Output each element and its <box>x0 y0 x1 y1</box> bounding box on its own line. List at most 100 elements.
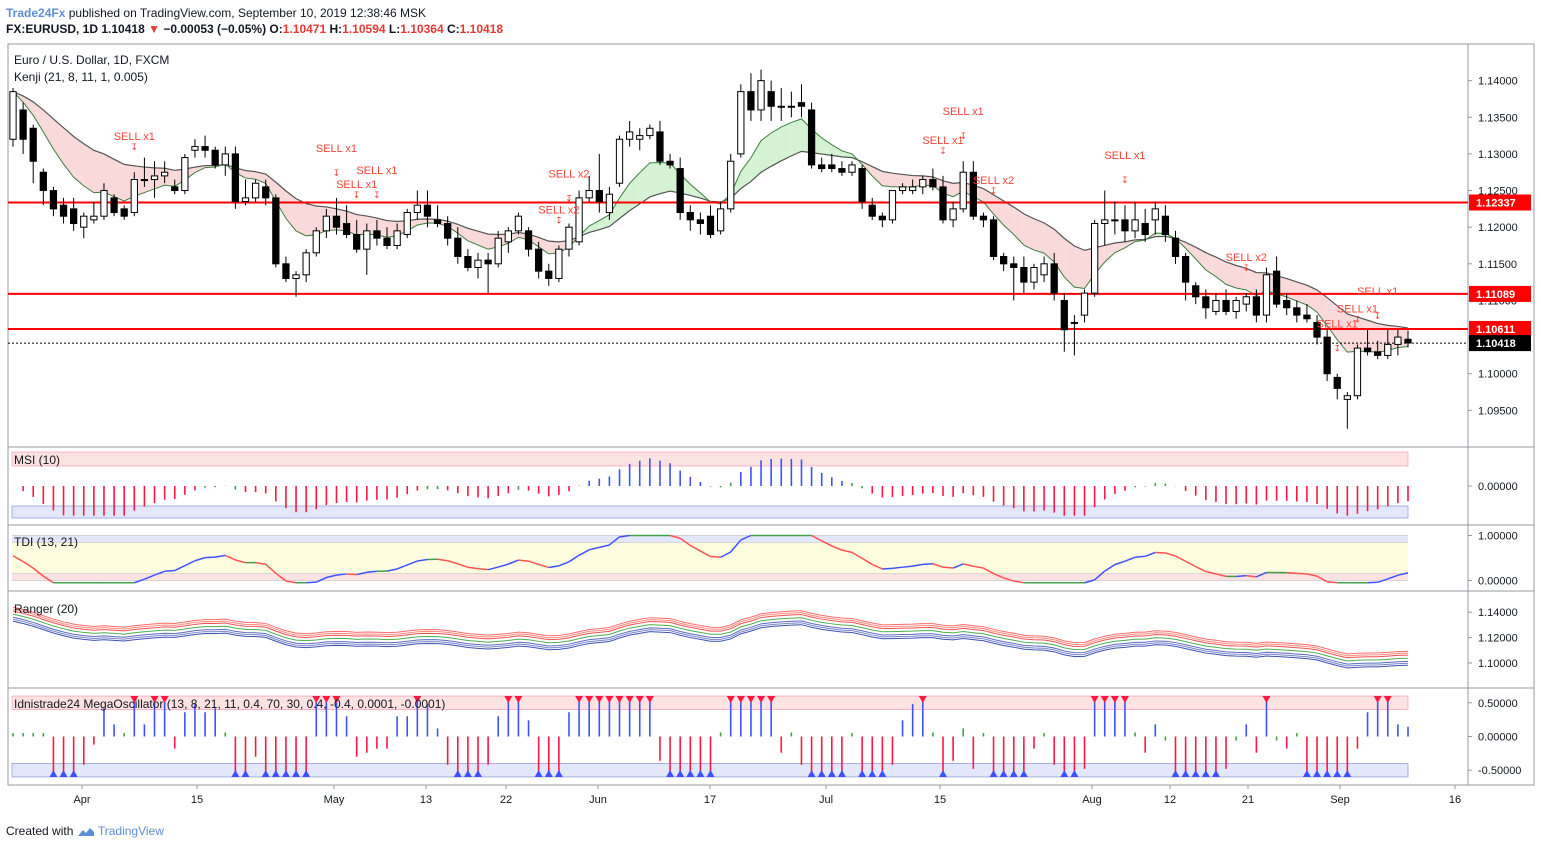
kenji-cloud-segment <box>619 183 630 219</box>
tdi-line-segment <box>477 567 489 571</box>
kenji-cloud-segment <box>1367 320 1378 353</box>
kenji-cloud-segment <box>467 228 478 246</box>
tdi-line-segment <box>396 564 408 570</box>
candle-body <box>444 223 452 239</box>
kenji-cloud-segment <box>538 237 549 254</box>
overbought-triangle-icon <box>1090 696 1099 704</box>
oversold-triangle-icon <box>271 769 280 777</box>
candle-body <box>727 160 735 210</box>
candle-body <box>615 138 624 184</box>
kenji-cloud-segment <box>296 198 307 236</box>
created-with-label: Created with <box>6 824 74 838</box>
price-tick-label: 1.12000 <box>1478 222 1518 234</box>
overbought-triangle-icon <box>625 696 634 704</box>
tdi-line-segment <box>164 569 175 573</box>
oversold-triangle-icon <box>261 769 270 777</box>
candle-body <box>1171 237 1180 257</box>
candle-body <box>454 237 462 257</box>
candle-body <box>595 190 603 203</box>
sell-arrow-icon: ↧ <box>333 168 341 178</box>
oversold-triangle-icon <box>1070 769 1079 777</box>
candle-body <box>211 149 219 166</box>
overbought-triangle-icon <box>736 696 745 704</box>
kenji-cloud-segment <box>1104 243 1115 263</box>
kenji-cloud-segment <box>255 171 266 184</box>
tdi-line-segment <box>720 551 732 558</box>
oversold-triangle-icon <box>241 769 250 777</box>
oversold-triangle-icon <box>1191 769 1200 777</box>
candle-body <box>787 105 796 108</box>
time-tick-label: 17 <box>704 794 716 806</box>
oversold-triangle-icon <box>999 769 1008 777</box>
tdi-lower-zone <box>12 573 1408 581</box>
kenji-cloud-segment <box>83 143 94 193</box>
candle-body <box>241 197 250 203</box>
last-price-badge <box>1469 335 1531 352</box>
candle-body <box>393 230 401 247</box>
candle-body <box>939 186 947 221</box>
oversold-triangle-icon <box>1343 769 1352 777</box>
tradingview-link[interactable]: TradingView <box>97 824 164 838</box>
kenji-cloud-segment <box>144 167 155 193</box>
kenji-cloud-segment <box>43 109 54 150</box>
candle-body <box>1060 299 1068 331</box>
candle-body <box>1111 219 1119 222</box>
tdi-line-segment <box>134 578 145 584</box>
candle-body <box>342 223 351 236</box>
oversold-triangle-icon <box>1201 769 1210 777</box>
candle-body <box>818 164 826 170</box>
oversold-triangle-icon <box>858 769 867 777</box>
tdi-line-segment <box>487 566 499 571</box>
last-price: 1.10418 <box>101 22 145 36</box>
time-tick-label: Aug <box>1082 794 1102 806</box>
oversold-triangle-icon <box>231 769 240 777</box>
sell-signal-label: SELL x1 <box>336 179 377 191</box>
candle-body <box>49 190 58 210</box>
candle-body <box>696 219 705 225</box>
high-label: H: <box>329 22 343 36</box>
price-tick-label: 1.11500 <box>1478 259 1517 271</box>
oversold-triangle-icon <box>878 769 887 777</box>
candle-body <box>70 208 78 225</box>
sell-arrow-icon: ↧ <box>1333 344 1341 354</box>
sell-signal-label: SELL x1 <box>114 131 155 143</box>
candle-body <box>524 230 533 250</box>
oversold-triangle-icon <box>696 769 705 777</box>
candle-body <box>747 91 755 111</box>
tdi-line-segment <box>599 544 610 549</box>
candle-body <box>959 171 967 210</box>
overbought-triangle-icon <box>635 696 644 704</box>
candle-body <box>1090 223 1099 294</box>
tdi-line-segment <box>1013 580 1024 584</box>
candle-body <box>828 164 836 170</box>
tdi-line-segment <box>578 549 590 556</box>
kenji-cloud-segment <box>750 140 762 182</box>
sell-signal-label: SELL x1 <box>1104 150 1145 162</box>
candle-body <box>373 230 381 239</box>
low-label: L: <box>388 22 401 36</box>
kenji-cloud-segment <box>1074 246 1085 289</box>
candle-body <box>1000 255 1008 265</box>
candle-body <box>1121 219 1129 232</box>
tdi-line-segment <box>1114 560 1126 566</box>
tdi-line-segment <box>841 549 853 554</box>
candle-body <box>353 234 361 250</box>
publisher-link[interactable]: Trade24Fx <box>6 6 66 20</box>
oversold-triangle-icon <box>544 769 553 777</box>
tdi-line-segment <box>619 534 630 538</box>
time-tick-label: 15 <box>934 794 946 806</box>
candle-body <box>666 160 674 166</box>
oversold-triangle-icon <box>1302 769 1311 777</box>
price-tick-label: 1.13000 <box>1478 149 1518 161</box>
candle-body <box>1131 219 1139 232</box>
level-price-badge <box>1469 194 1531 211</box>
candle-body <box>555 248 563 279</box>
kenji-cloud-segment <box>1236 265 1247 290</box>
tdi-line-segment <box>336 573 347 576</box>
sell-arrow-icon: ↧ <box>555 216 563 226</box>
candle-body <box>1283 299 1291 309</box>
overbought-triangle-icon <box>1120 696 1129 704</box>
kenji-cloud-segment <box>1246 268 1257 296</box>
footer: Created with TradingView <box>6 824 164 838</box>
